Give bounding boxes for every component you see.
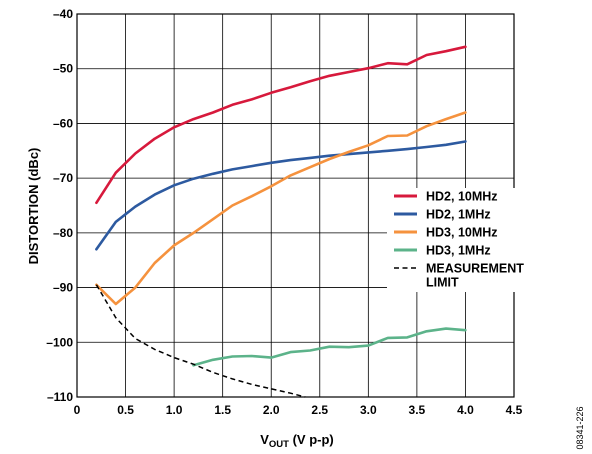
x-tick-label: 3.0 bbox=[360, 403, 377, 417]
x-tick-label: 4.0 bbox=[457, 403, 474, 417]
y-tick-label: –100 bbox=[46, 335, 73, 349]
x-axis-title-subscript: OUT bbox=[269, 439, 289, 450]
legend-label-hd3-10mhz: HD3, 10MHz bbox=[426, 226, 498, 240]
x-axis-title-rest: (V p-p) bbox=[289, 432, 334, 447]
series-line-hd2-1mhz bbox=[95, 140, 467, 251]
legend-label-hd2-10mhz: HD2, 10MHz bbox=[426, 190, 498, 204]
series-line-measurement-limit bbox=[95, 284, 306, 398]
figure-code: 08341-226 bbox=[575, 406, 585, 449]
x-tick-label: 1.0 bbox=[166, 403, 183, 417]
x-axis-title-main: V bbox=[260, 432, 269, 447]
y-tick-labels: –40 –50 –60 –70 –80 –90 –100 –110 bbox=[46, 7, 73, 404]
x-tick-label: 1.5 bbox=[214, 403, 231, 417]
series-line-hd3-10mhz bbox=[95, 111, 467, 306]
legend-label-hd3-1mhz: HD3, 1MHz bbox=[426, 244, 491, 258]
series-line-hd2-10mhz bbox=[95, 45, 467, 205]
legend-background bbox=[387, 188, 515, 292]
legend-label-measurement-limit: MEASUREMENT bbox=[426, 262, 524, 276]
y-tick-label: –110 bbox=[47, 390, 73, 404]
legend-label-hd2-1mhz: HD2, 1MHz bbox=[426, 208, 491, 222]
x-tick-label: 0.5 bbox=[117, 403, 134, 417]
y-tick-label: –90 bbox=[53, 281, 73, 295]
x-tick-label: 0 bbox=[74, 403, 81, 417]
legend-label-measurement-limit: LIMIT bbox=[426, 276, 459, 290]
x-tick-label: 2.0 bbox=[263, 403, 280, 417]
x-tick-label: 3.5 bbox=[409, 403, 426, 417]
y-tick-label: –60 bbox=[53, 116, 73, 130]
series-layer bbox=[95, 45, 467, 398]
series-line-hd3-1mhz bbox=[192, 327, 467, 367]
x-tick-label: 2.5 bbox=[311, 403, 328, 417]
y-axis-title: DISTORTION (dBc) bbox=[26, 148, 41, 265]
legend: HD2, 10MHz HD2, 1MHz HD3, 10MHz HD3, 1MHz ME… bbox=[387, 188, 524, 292]
y-tick-label: –40 bbox=[53, 7, 73, 21]
y-tick-label: –70 bbox=[53, 171, 73, 185]
y-tick-label: –50 bbox=[53, 62, 73, 76]
x-axis-title: VOUT (V p-p) bbox=[260, 432, 334, 450]
x-tick-label: 4.5 bbox=[506, 403, 523, 417]
y-tick-label: –80 bbox=[53, 226, 73, 240]
x-tick-labels: 0 0.5 1.0 1.5 2.0 2.5 3.0 3.5 4.0 4.5 bbox=[74, 403, 523, 417]
